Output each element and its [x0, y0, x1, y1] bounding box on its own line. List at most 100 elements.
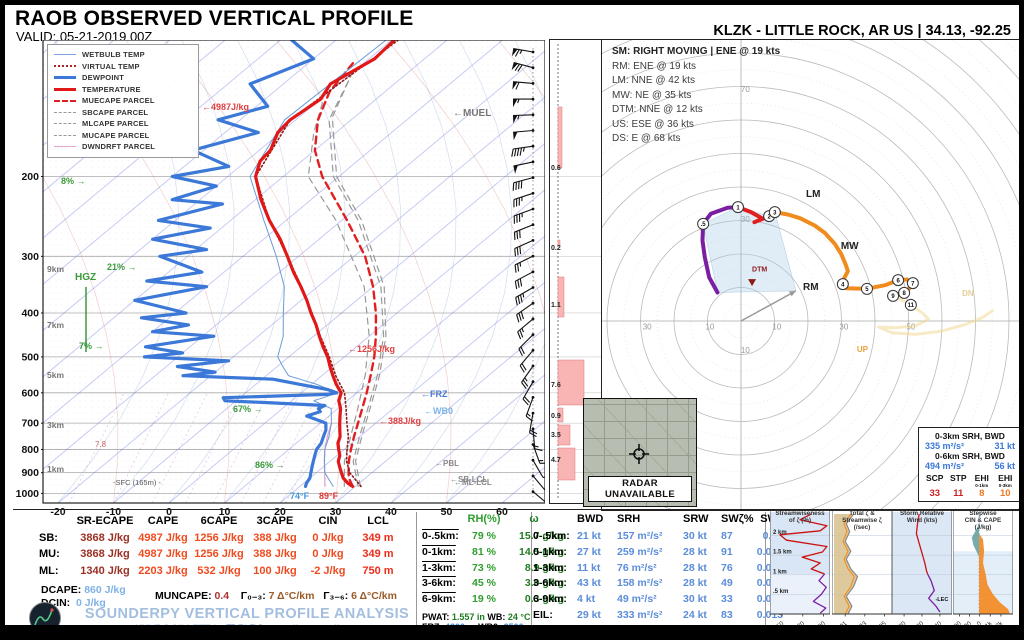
moisture-row: 3-6km: 45 % 3.0 g/kg — [422, 577, 564, 590]
storm-motion-line: DTM: NNE @ 12 kts — [612, 104, 703, 115]
inset-chart-total-vorticity: Total ζ & Streamwise ζ (/sec).01.03.05 — [832, 510, 892, 634]
table-divider — [531, 512, 532, 631]
legend-label: SBCAPE PARCEL — [82, 107, 149, 117]
inset-title: Total ζ & Streamwise ζ (/sec) — [842, 510, 882, 531]
svg-text:30: 30 — [741, 215, 750, 224]
legend-line-swatch — [54, 134, 76, 136]
skewt-diagram: 200300400500600700800900100013km9km7km5k… — [16, 40, 545, 518]
svg-text:DN: DN — [962, 289, 974, 298]
svg-text:50: 50 — [775, 620, 785, 630]
svg-text:20: 20 — [274, 506, 286, 518]
thermo-row: SB: 3868 J/kg 4987 J/kg 1256 J/kg 388 J/… — [39, 531, 394, 544]
svg-text:1.5 km: 1.5 km — [773, 550, 792, 556]
legend-label: MUECAPE PARCEL — [82, 96, 155, 106]
svg-text:10: 10 — [219, 506, 231, 518]
moisture-row: 1-3km: 73 % 8.9 g/kg — [422, 561, 564, 574]
map-crosshair-icon — [629, 444, 649, 464]
svg-text:0.6: 0.6 — [551, 165, 561, 172]
svg-text:7: 7 — [911, 281, 915, 287]
svg-text:3km: 3km — [47, 420, 64, 430]
composite-index: SCP 33 — [926, 473, 944, 499]
storm-motion-line: MW: NE @ 35 kts — [612, 89, 692, 101]
svg-text:400: 400 — [21, 307, 39, 319]
svg-text:900: 900 — [21, 467, 39, 479]
svg-text:3: 3 — [773, 210, 777, 216]
table-divider — [765, 512, 766, 631]
pwat-row: PWAT: 1.557 in WB: 24 °C — [422, 611, 531, 622]
srh-0-6-value: 494 m²/s² — [925, 461, 965, 471]
svg-text:500: 500 — [21, 351, 39, 363]
svg-text:7km: 7km — [47, 320, 64, 330]
srh-0-3-value: 335 m²/s² — [925, 441, 965, 451]
svg-text:←MUEL: ←MUEL — [453, 108, 491, 119]
moisture-row: 0-.5km: 79 % 15.7 g/kg — [422, 530, 564, 542]
svg-text:11: 11 — [908, 303, 915, 309]
svg-text:20: 20 — [897, 620, 907, 630]
legend-item: VIRTUAL TEMP — [54, 61, 192, 73]
svg-text:2k: 2k — [995, 620, 1005, 630]
svg-text:89°F: 89°F — [319, 491, 339, 501]
svg-text:700: 700 — [21, 418, 39, 430]
svg-text:7.6: 7.6 — [551, 382, 561, 389]
kinematics-row: EIL: 29 kt 333 m²/s² 24 kt 83 0.013 — [533, 608, 783, 621]
composite-index: EHI 0-3km 10 — [998, 473, 1013, 499]
svg-text:90: 90 — [817, 620, 827, 630]
legend-line-swatch — [54, 65, 76, 68]
svg-text:1km: 1km — [47, 464, 64, 474]
svg-text:-LEC: -LEC — [935, 597, 948, 603]
svg-text:30: 30 — [839, 323, 848, 332]
thermo-header-row: SR-ECAPE CAPE 6CAPE 3CAPE CIN LCL — [76, 515, 389, 528]
svg-text:5km: 5km — [47, 370, 64, 380]
svg-text:.5 km: .5 km — [773, 589, 788, 595]
svg-text:←FRZ: ←FRZ — [421, 389, 448, 399]
inset-chart-stepwise-cin-cape: Stepwise CIN & CAPE (J/kg)-200-10001k2k — [953, 510, 1013, 634]
legend-label: MLCAPE PARCEL — [82, 119, 149, 129]
svg-text:4.7: 4.7 — [551, 457, 561, 464]
svg-text:300: 300 — [21, 251, 39, 263]
table-divider — [416, 512, 417, 631]
legend-item: DEWPOINT — [54, 72, 192, 84]
storm-motion-line: LM: NNE @ 42 kts — [612, 75, 695, 86]
bwd-0-3-value: 31 kt — [994, 441, 1015, 451]
svg-text:1.1: 1.1 — [551, 302, 561, 309]
legend-line-swatch — [54, 146, 76, 148]
svg-text:RM: RM — [803, 282, 819, 293]
svg-text:8% →: 8% → — [61, 176, 86, 186]
svg-text:40: 40 — [933, 620, 943, 630]
thermodynamics-table: SR-ECAPE CAPE 6CAPE 3CAPE CIN LCL SB: 38… — [39, 513, 403, 579]
svg-text:←388J/kg: ←388J/kg — [379, 416, 421, 426]
legend-item: SBCAPE PARCEL — [54, 107, 192, 119]
kinematics-table: BWD SRH SRW SWζ% SWζ 0-.5km: 21 kt 157 m… — [533, 513, 783, 625]
inset-title: Storm Relative Wind (kts) — [899, 510, 945, 524]
station-info: KLZK - LITTLE ROCK, AR US | 34.13, -92.2… — [713, 23, 1011, 39]
legend-label: TEMPERATURE — [82, 84, 141, 94]
svg-text:.5: .5 — [701, 222, 707, 228]
svg-text:9: 9 — [891, 294, 895, 300]
kinematics-row: 3-6km: 43 kt 158 m²/s² 28 kt 49 0.007 — [533, 577, 783, 590]
svg-text:600: 600 — [21, 387, 39, 399]
svg-text:8: 8 — [902, 291, 906, 297]
svg-text:1k: 1k — [984, 620, 994, 630]
storm-motion-readout: SM: RIGHT MOVING | ENE @ 19 kts RM: ENE @… — [612, 45, 780, 147]
storm-motion-line: RM: ENE @ 19 kts — [612, 60, 697, 72]
frame-bottom-bar — [5, 625, 1019, 635]
legend-label: VIRTUAL TEMP — [82, 61, 140, 71]
section-divider — [13, 509, 1019, 510]
svg-text:3.5: 3.5 — [551, 432, 561, 439]
svg-text:86% →: 86% → — [255, 460, 285, 470]
kinematics-row: 1-3km: 11 kt 76 m²/s² 28 kt 76 0.006 — [533, 561, 783, 574]
legend-line-swatch — [54, 123, 76, 125]
kinematics-header: BWD SRH SRW SWζ% SWζ — [577, 513, 783, 525]
svg-text:0: 0 — [166, 506, 172, 518]
composite-index: STP 11 — [949, 473, 967, 499]
svg-text:1: 1 — [736, 205, 740, 211]
svg-text:10: 10 — [741, 346, 750, 355]
inset-title: Streamwiseness of ζ (%) — [775, 510, 825, 524]
svg-text:1000: 1000 — [16, 488, 40, 500]
svg-text:2 km: 2 km — [773, 530, 787, 536]
svg-text:DTM: DTM — [752, 266, 767, 273]
svg-text:0: 0 — [976, 620, 984, 628]
radar-unavailable-badge: RADAR UNAVAILABLE — [588, 476, 692, 502]
legend-item: TEMPERATURE — [54, 84, 192, 96]
legend-item: WETBULB TEMP — [54, 49, 192, 61]
